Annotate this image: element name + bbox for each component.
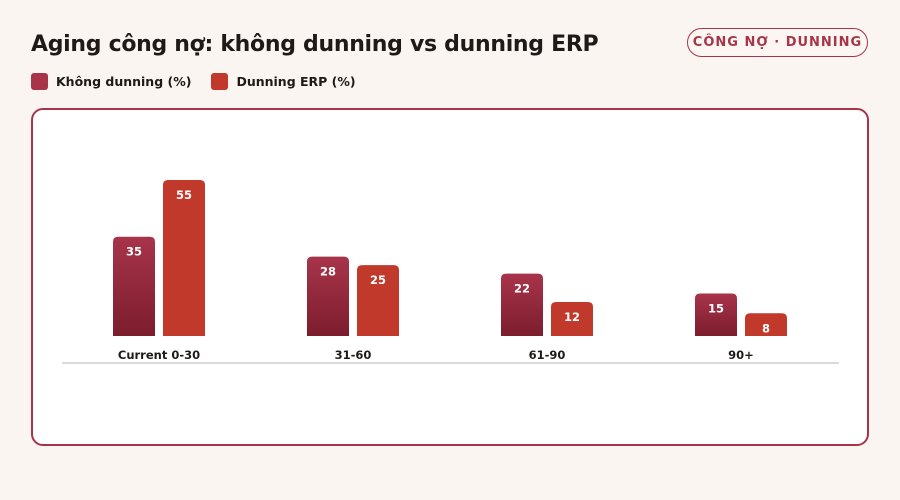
bar-dunning-erp-1 — [357, 265, 399, 336]
bar-khong-dunning-0 — [113, 236, 155, 336]
data-label-khong-dunning-0: 35 — [126, 245, 142, 259]
x-tick-label: 90+ — [728, 348, 754, 362]
bar-dunning-erp-0 — [163, 180, 205, 336]
legend-swatch-khong-dunning — [31, 73, 48, 90]
bar-dunning-erp-3 — [745, 313, 787, 336]
category-badge: CÔNG NỢ · DUNNING — [687, 28, 868, 57]
legend-item-khong-dunning: Không dunning (%) — [31, 73, 191, 90]
chart-legend: Không dunning (%) Dunning ERP (%) — [31, 73, 376, 90]
legend-label-dunning-erp: Dunning ERP (%) — [236, 74, 356, 89]
legend-swatch-dunning-erp — [211, 73, 229, 90]
data-label-dunning-erp-3: 8 — [762, 321, 770, 335]
x-tick-label: 31-60 — [335, 348, 372, 362]
data-label-khong-dunning-2: 22 — [514, 282, 530, 296]
bar-khong-dunning-2 — [501, 273, 543, 336]
legend-item-dunning-erp: Dunning ERP (%) — [211, 73, 356, 90]
x-tick-label: Current 0-30 — [118, 348, 200, 362]
data-label-khong-dunning-3: 15 — [708, 301, 724, 315]
data-label-khong-dunning-1: 28 — [320, 265, 336, 279]
chart-card: 35 55 Current 0-30 28 25 31-60 22 12 61-90 15 8 90+ — [31, 108, 869, 446]
x-tick-label: 61-90 — [529, 348, 566, 362]
bar-khong-dunning-1 — [307, 256, 349, 336]
bar-khong-dunning-3 — [695, 293, 737, 336]
bar-dunning-erp-2 — [551, 301, 593, 336]
legend-label-khong-dunning: Không dunning (%) — [56, 74, 192, 89]
data-label-dunning-erp-0: 55 — [176, 188, 192, 202]
chart-title: Aging công nợ: không dunning vs dunning … — [31, 32, 599, 57]
data-label-dunning-erp-1: 25 — [370, 273, 386, 287]
bar-chart: 35 55 Current 0-30 28 25 31-60 22 12 61-90 15 8 90+ — [62, 180, 839, 364]
data-label-dunning-erp-2: 12 — [564, 310, 580, 324]
